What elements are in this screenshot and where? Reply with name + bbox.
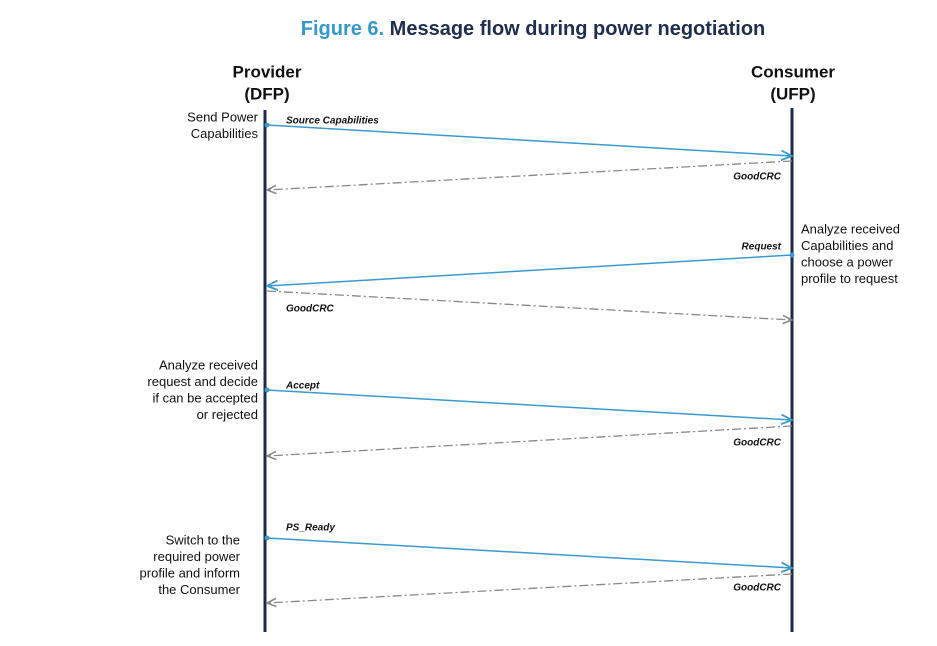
message-label: GoodCRC [286, 304, 335, 315]
note-line: if can be accepted [152, 390, 258, 405]
message-arrow [266, 389, 792, 420]
message-label: GoodCRC [733, 438, 782, 449]
figure-label: Figure 6. [301, 18, 384, 40]
message-arrow [267, 254, 793, 286]
lifeline-role: (UFP) [770, 84, 815, 103]
arrow-origin [789, 252, 795, 258]
note-line: profile to request [801, 271, 898, 286]
figure-title: Message flow during power negotiation [390, 18, 766, 40]
note-line: Switch to the [166, 532, 240, 547]
note-line: Capabilities and [801, 238, 894, 253]
note-line: Analyze received [801, 221, 900, 236]
note-line: request and decide [147, 374, 258, 389]
lifeline-role: (DFP) [244, 84, 289, 103]
lifeline-name: Provider [233, 62, 302, 81]
note-line: or rejected [197, 407, 258, 422]
note-line: choose a power [801, 254, 893, 269]
message-arrow [266, 124, 792, 156]
message-label: Accept [285, 381, 320, 392]
note-line: required power [153, 549, 240, 564]
arrow-origin [264, 122, 270, 128]
message-arrow [266, 537, 792, 568]
message-label: Request [742, 242, 782, 253]
ack-arrow [266, 290, 792, 320]
arrow-origin [264, 535, 270, 541]
note-line: profile and inform [140, 565, 240, 580]
message-label: GoodCRC [733, 583, 782, 594]
note-line: Capabilities [191, 126, 259, 141]
ack-arrow [267, 160, 793, 190]
note-line: the Consumer [158, 582, 240, 597]
lifeline-name: Consumer [751, 62, 835, 81]
arrow-origin [264, 387, 270, 393]
message-label: GoodCRC [733, 172, 782, 183]
ack-arrow [267, 573, 793, 603]
note-line: Send Power [187, 109, 258, 124]
ack-arrow [267, 425, 793, 456]
message-label: Source Capabilities [286, 116, 379, 127]
message-label: PS_Ready [286, 523, 335, 534]
note-line: Analyze received [159, 357, 258, 372]
title: Figure 6. Message flow during power nego… [301, 18, 766, 40]
